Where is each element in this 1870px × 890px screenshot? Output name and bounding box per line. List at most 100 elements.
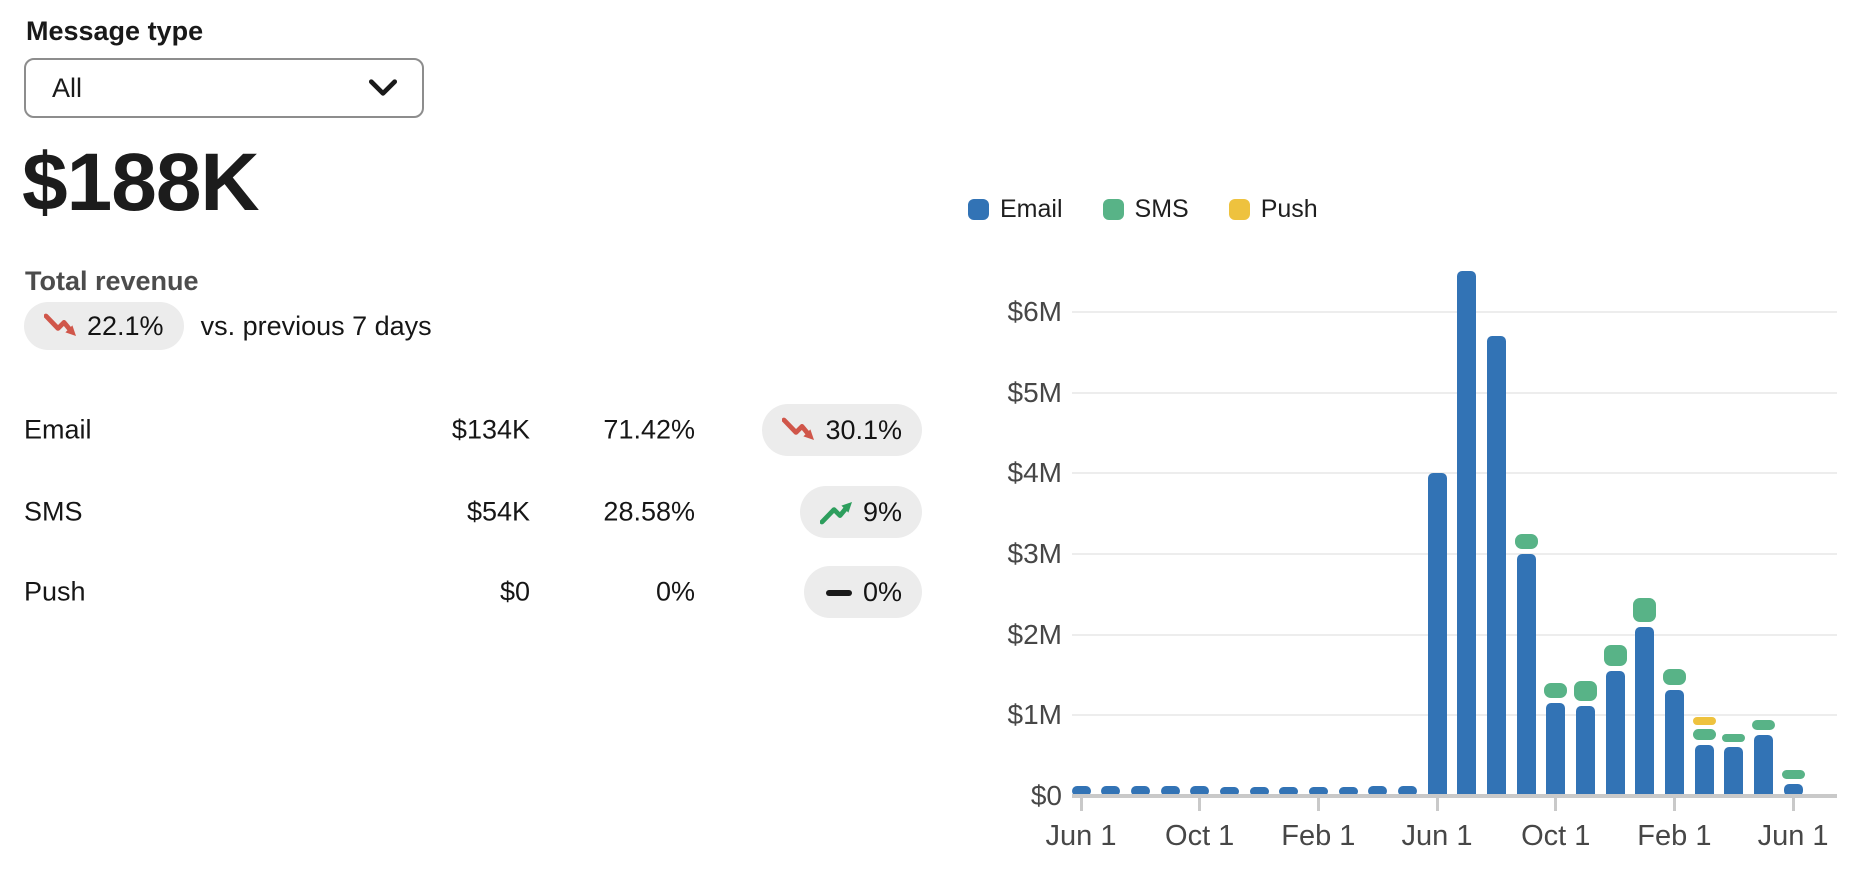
bar-segment-email[interactable]	[1694, 745, 1714, 796]
email-swatch-icon	[968, 199, 989, 220]
gridline	[1072, 391, 1837, 394]
legend-label: SMS	[1134, 195, 1189, 223]
bar-segment-email[interactable]	[1575, 705, 1595, 796]
legend-item-email[interactable]: Email	[968, 195, 1063, 224]
x-axis-tick-label: Jun 1	[1045, 820, 1117, 852]
message-type-select[interactable]: All	[24, 58, 424, 118]
trend-up-icon	[819, 498, 854, 526]
x-axis-tick-label: Feb 1	[1281, 820, 1356, 852]
bar-segment-email[interactable]	[1516, 553, 1536, 796]
y-axis-labels: $0 $1M $2M $3M $4M $5M $6M	[950, 240, 1062, 840]
bar-segment-email[interactable]	[1279, 787, 1299, 796]
bar-segment-email[interactable]	[1635, 626, 1655, 796]
bar-segment-email[interactable]	[1664, 690, 1684, 796]
y-axis-tick-label: $1M	[1007, 699, 1062, 731]
channel-revenue: $54K	[466, 496, 530, 527]
table-row: SMS $54K 28.58% 9%	[24, 484, 922, 540]
y-axis-tick-label: $5M	[1007, 376, 1062, 408]
x-axis-tick	[1554, 798, 1558, 811]
chevron-down-icon	[368, 79, 398, 97]
bar-segment-sms[interactable]	[1633, 598, 1657, 622]
trend-down-icon	[782, 416, 816, 444]
channel-change-badge-wrap: 30.1%	[762, 404, 922, 456]
bar-segment-email[interactable]	[1605, 670, 1625, 796]
channel-share: 0%	[655, 576, 695, 607]
bar-segment-sms[interactable]	[1781, 770, 1805, 779]
legend-item-sms[interactable]: SMS	[1102, 195, 1189, 224]
chart-legend: Email SMS Push	[968, 195, 1318, 224]
bar-segment-sms[interactable]	[1722, 733, 1746, 742]
x-axis-tick	[1198, 798, 1202, 811]
bar-segment-email[interactable]	[1219, 787, 1239, 796]
legend-item-push[interactable]: Push	[1228, 195, 1318, 224]
legend-label: Push	[1260, 195, 1318, 223]
bar-segment-sms[interactable]	[1544, 683, 1568, 699]
x-axis-tick	[1435, 798, 1439, 811]
bar-segment-sms[interactable]	[1662, 669, 1686, 686]
channel-change-badge-wrap: 0%	[803, 566, 922, 618]
bar-segment-email[interactable]	[1546, 703, 1566, 796]
total-change-value: 22.1%	[87, 310, 164, 341]
summary-change-row: 22.1% vs. previous 7 days	[24, 302, 432, 350]
channel-share: 28.58%	[603, 496, 695, 527]
bar-segment-push[interactable]	[1692, 716, 1716, 725]
bar-segment-sms[interactable]	[1573, 681, 1597, 701]
x-axis-tick	[1791, 798, 1795, 811]
x-axis-line	[1072, 794, 1837, 798]
bar-segment-email[interactable]	[1724, 746, 1744, 796]
bar-segment-sms[interactable]	[1692, 729, 1716, 741]
channel-change-badge: 0%	[803, 566, 922, 618]
x-axis-tick-label: Oct 1	[1165, 820, 1235, 852]
bar-segment-email[interactable]	[1160, 786, 1180, 796]
sms-swatch-icon	[1102, 199, 1124, 220]
bar-segment-email[interactable]	[1308, 787, 1328, 796]
revenue-bar-chart[interactable]: Jun 1 Oct 1 Feb 1 Jun 1 Oct 1 Feb 1 Jun 1	[1046, 240, 1837, 852]
x-axis-tick	[1316, 798, 1320, 811]
x-axis-tick-label: Oct 1	[1521, 820, 1591, 852]
bar-segment-email[interactable]	[1753, 734, 1773, 796]
bar-segment-sms[interactable]	[1751, 720, 1775, 730]
channel-label: Email	[24, 414, 92, 445]
total-revenue-label: Total revenue	[25, 266, 199, 296]
table-row: Push $0 0% 0%	[24, 564, 922, 620]
bar-segment-email[interactable]	[1783, 783, 1803, 796]
bar-segment-email[interactable]	[1249, 787, 1269, 796]
x-axis-tick-label: Jun 1	[1401, 820, 1473, 852]
bar-segment-email[interactable]	[1190, 786, 1210, 796]
gridline	[1072, 552, 1837, 555]
bar-segment-email[interactable]	[1486, 336, 1506, 796]
bar-segment-email[interactable]	[1397, 785, 1417, 796]
total-change-badge: 22.1%	[24, 302, 184, 350]
bar-segment-email[interactable]	[1368, 786, 1388, 796]
gridline	[1072, 714, 1837, 717]
gridline	[1072, 472, 1837, 475]
x-axis-tick-label: Jun 1	[1757, 820, 1829, 852]
channel-change-value: 0%	[862, 576, 902, 607]
push-swatch-icon	[1228, 199, 1250, 220]
y-axis-tick-label: $0	[1030, 780, 1062, 811]
bar-segment-sms[interactable]	[1514, 533, 1538, 549]
bar-segment-email[interactable]	[1101, 786, 1121, 796]
trend-flat-icon	[824, 578, 854, 606]
channel-change-value: 9%	[862, 496, 902, 527]
bar-segment-email[interactable]	[1130, 785, 1150, 796]
bar-segment-email[interactable]	[1457, 271, 1477, 796]
channel-change-badge: 9%	[799, 486, 922, 538]
x-axis-tick	[1079, 798, 1083, 811]
gridline	[1072, 633, 1837, 636]
bar-segment-email[interactable]	[1338, 787, 1358, 796]
y-axis-tick-label: $6M	[1007, 295, 1062, 327]
y-axis-tick-label: $2M	[1007, 618, 1062, 650]
channel-revenue: $0	[499, 576, 530, 607]
table-row: Email $134K 71.42% 30.1%	[24, 402, 922, 458]
bar-segment-sms[interactable]	[1603, 645, 1627, 666]
bar-segment-email[interactable]	[1071, 786, 1091, 796]
channel-label: Push	[24, 576, 86, 607]
trend-down-icon	[44, 312, 78, 340]
y-axis-tick-label: $3M	[1007, 537, 1062, 569]
channel-label: SMS	[24, 496, 83, 527]
bar-segment-email[interactable]	[1427, 473, 1447, 796]
total-revenue-value: $188K	[22, 137, 260, 228]
message-type-label: Message type	[26, 16, 204, 46]
